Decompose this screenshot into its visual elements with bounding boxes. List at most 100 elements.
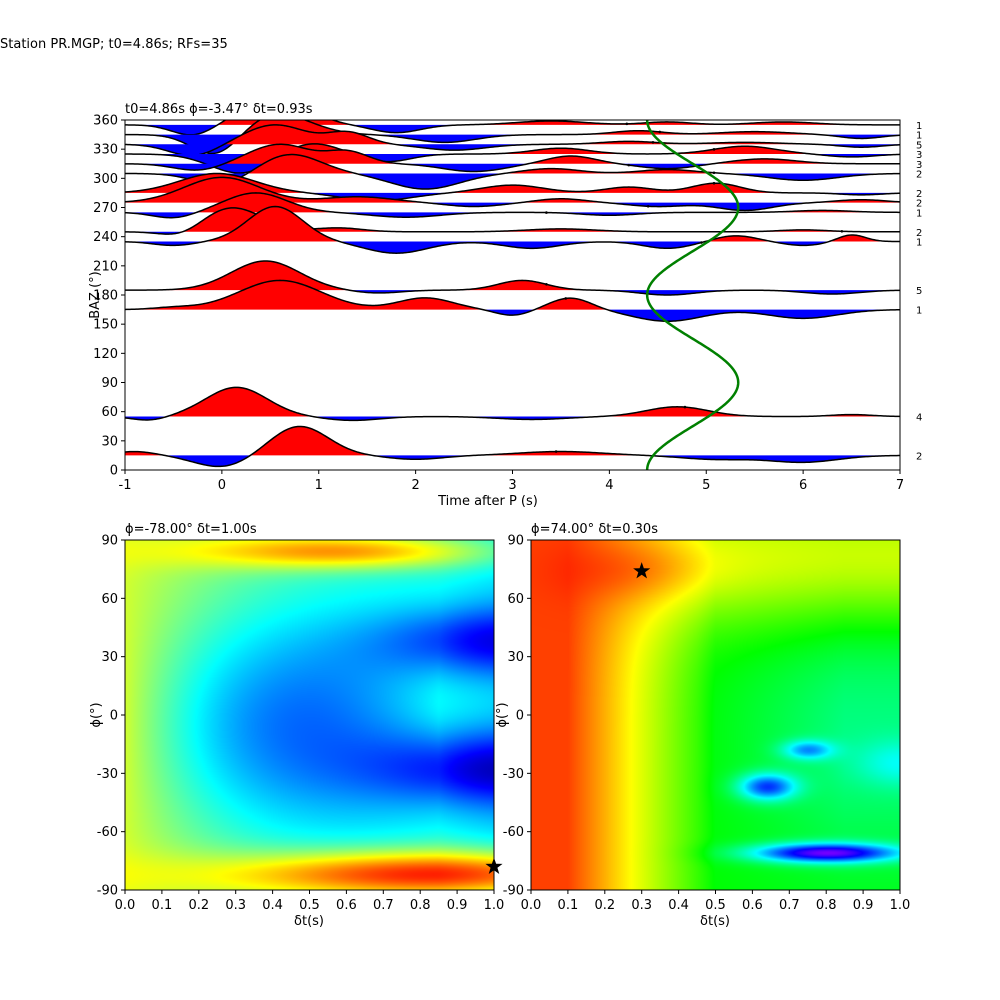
x-tick-label: 1.0: [890, 898, 911, 913]
trace-phase-mark: [840, 229, 844, 233]
y-tick-label: 90: [101, 376, 118, 391]
rf-y-ticks: 0 30 60 90 120 150 180 210 240 270 300 330 360: [93, 114, 125, 479]
rf-panel-subtitle: t0=4.86s ϕ=-3.47° δt=0.93s: [125, 102, 313, 117]
y-tick-label: 330: [93, 143, 118, 158]
trace-fill-positive: [125, 426, 900, 456]
trace-fill-positive: [125, 207, 900, 232]
best-fit-star-icon: [485, 857, 503, 874]
y-tick-label: 180: [93, 289, 118, 304]
x-tick-label: 2: [411, 478, 419, 493]
trace-line: [125, 207, 900, 235]
trace-fill-positive: [125, 124, 900, 145]
x-tick-label: 0.4: [668, 898, 689, 913]
x-tick-label: 4: [605, 478, 613, 493]
x-tick-label: 0.9: [447, 898, 468, 913]
x-tick-label: 0.6: [336, 898, 357, 913]
trace-phase-mark: [646, 205, 650, 208]
y-tick-label: 150: [93, 318, 118, 333]
y-tick-label: -60: [97, 825, 118, 840]
trace-phase-mark: [712, 171, 716, 175]
x-tick-label: 1.0: [484, 898, 505, 913]
trace-line: [125, 120, 900, 155]
left-grid-heatmap: [125, 540, 494, 890]
trace-count-label: 4: [916, 413, 922, 424]
trace-fill-positive: [125, 120, 900, 125]
right-grid-x-label: δt(s): [700, 914, 730, 929]
trace-count-label: 1: [916, 131, 922, 142]
trace-phase-mark: [651, 140, 655, 144]
y-tick-label: 30: [101, 434, 118, 449]
right-grid-y-ticks: -90 -60 -30 0 30 60 90: [503, 534, 531, 899]
trace-fill-positive: [125, 120, 900, 135]
y-tick-label: 0: [516, 709, 524, 724]
trace-fill-negative: [125, 455, 900, 467]
left-grid-y-label: ϕ(°): [89, 702, 104, 727]
trace-line: [125, 192, 900, 219]
trace-phase-mark: [625, 122, 629, 126]
x-tick-label: 0.3: [631, 898, 652, 913]
x-tick-label: 0.0: [115, 898, 136, 913]
trace-count-label: 2: [916, 199, 922, 210]
trace-fill-positive: [125, 260, 900, 291]
trace-line: [125, 124, 900, 157]
right-best-marker-layer: [633, 562, 651, 579]
y-tick-label: 360: [93, 114, 118, 129]
trace-phase-mark: [700, 241, 703, 244]
trace-count-label: 1: [916, 306, 922, 317]
y-tick-label: 90: [507, 534, 524, 549]
rf-y-axis-label: BAZ (°): [88, 271, 103, 319]
x-tick-label: -1: [119, 478, 132, 493]
x-tick-label: 0.6: [742, 898, 763, 913]
x-tick-label: 0.1: [152, 898, 173, 913]
trace-line: [125, 120, 900, 136]
trace-fill-negative: [125, 163, 900, 172]
y-tick-label: -30: [97, 767, 118, 782]
x-tick-label: 0.7: [779, 898, 800, 913]
left-grid-x-ticks: 0.0 0.1 0.2 0.3 0.4 0.5 0.6 0.7 0.8 0.9 1.0: [115, 890, 505, 913]
left-grid-x-label: δt(s): [294, 914, 324, 929]
y-tick-label: 240: [93, 230, 118, 245]
trace-line: [125, 425, 900, 468]
trace-fill-positive: [125, 280, 900, 310]
trace-fill-positive: [125, 177, 900, 203]
y-tick-label: 270: [93, 201, 118, 216]
trace-phase-mark: [658, 130, 662, 134]
trace-line: [125, 205, 900, 254]
x-tick-label: 0.4: [262, 898, 283, 913]
trace-count-label: 5: [916, 140, 922, 151]
trace-fill-negative: [125, 202, 900, 211]
x-tick-label: 0.9: [853, 898, 874, 913]
y-tick-label: -30: [503, 767, 524, 782]
trace-fill-positive: [125, 387, 900, 417]
y-tick-label: -60: [503, 825, 524, 840]
trace-fill-negative: [125, 154, 900, 173]
trace-count-label: 3: [916, 160, 922, 171]
x-tick-label: 0.3: [225, 898, 246, 913]
left-best-marker-layer: [485, 857, 503, 874]
rf-panel: t0=4.86s ϕ=-3.47° δt=0.93s 1153322212151…: [88, 102, 922, 509]
y-tick-label: 300: [93, 172, 118, 187]
trace-line: [125, 176, 900, 212]
left-grid-subtitle: ϕ=-78.00° δt=1.00s: [125, 522, 257, 537]
right-grid-x-ticks: 0.0 0.1 0.2 0.3 0.4 0.5 0.6 0.7 0.8 0.9 1.0: [521, 890, 911, 913]
delay-curve: [645, 120, 740, 470]
rf-x-ticks: -1 0 1 2 3 4 5 6 7: [119, 470, 904, 493]
y-tick-label: -90: [503, 884, 524, 899]
trace-line: [125, 386, 900, 422]
y-tick-label: 60: [101, 592, 118, 607]
x-tick-label: 0.5: [299, 898, 320, 913]
trace-phase-mark: [564, 297, 568, 300]
trace-count-label: 5: [916, 286, 922, 297]
y-tick-label: 0: [110, 464, 118, 479]
x-tick-label: 0.8: [816, 898, 837, 913]
trace-phase-mark: [545, 283, 548, 286]
y-tick-label: 60: [507, 592, 524, 607]
trace-phase-mark: [712, 148, 716, 151]
trace-count-label: 1: [916, 208, 922, 219]
x-tick-label: 0.0: [521, 898, 542, 913]
trace-phase-mark: [683, 405, 687, 409]
y-tick-label: 210: [93, 259, 118, 274]
y-tick-label: 90: [101, 534, 118, 549]
